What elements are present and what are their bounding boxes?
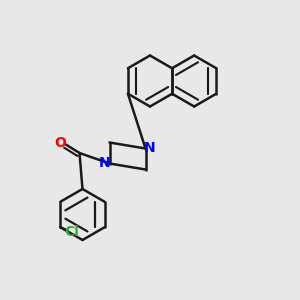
Text: Cl: Cl xyxy=(64,225,79,239)
Text: O: O xyxy=(55,136,67,150)
Text: N: N xyxy=(144,141,156,154)
Text: N: N xyxy=(99,156,111,170)
